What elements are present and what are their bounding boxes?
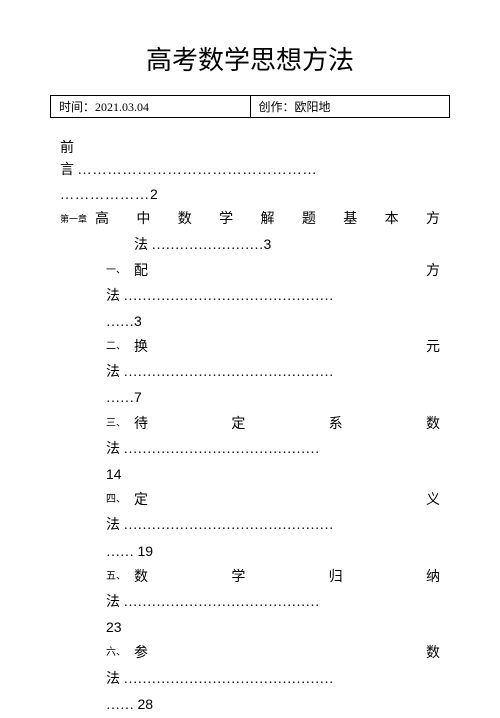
toc-item-line2: 法 ………………………………………	[60, 513, 440, 538]
toc-item-dots: ……	[106, 545, 138, 560]
toc-item-title: 数学归纳	[134, 565, 440, 590]
toc-item-line2-text: 法 ………………………………………	[106, 365, 334, 380]
toc-item-page: 14	[106, 466, 122, 482]
toc-item-page: 23	[106, 619, 122, 635]
toc-item-line1: 四、定义	[60, 488, 440, 513]
meta-time-cell: 时间：2021.03.04	[51, 96, 251, 118]
toc-item-label: 三、	[106, 412, 134, 437]
toc-item-title: 配方	[134, 259, 440, 284]
toc-item-label: 六、	[106, 641, 134, 666]
preface-dots1: …………………………………………	[78, 163, 318, 178]
toc-item-line2-text: 法 ………………………………………	[106, 672, 334, 687]
toc-item-title: 参数	[134, 641, 440, 666]
toc-item-dots: ……	[106, 391, 134, 406]
preface-dots2: ………………	[60, 188, 150, 203]
toc-item-line2-text: 法 ………………………………………	[106, 289, 334, 304]
toc-item: 四、定义法 ……………………………………… …… 19	[60, 488, 440, 565]
toc-item: 五、数学归纳法 …………………………………… 23	[60, 565, 440, 642]
toc-item-line1: 二、换元	[60, 335, 440, 360]
toc-item-line3: ……7	[60, 385, 440, 411]
toc-item: 二、换元法 ……………………………………… ……7	[60, 335, 440, 412]
toc-item-line3: ……3	[60, 309, 440, 335]
toc-item-page: 19	[138, 543, 154, 559]
meta-author-value: 欧阳地	[295, 100, 331, 114]
toc-item: 三、待定系数法 …………………………………… 14	[60, 412, 440, 489]
toc-item-line3: 14	[60, 462, 440, 488]
table-of-contents: 前 言 ………………………………………… ………………2 第一章 高中数学解题基…	[50, 138, 450, 718]
toc-item-page: 3	[134, 313, 142, 329]
chapter-page: 3	[264, 236, 272, 252]
toc-item-line2-text: 法 ………………………………………	[106, 518, 334, 533]
toc-item-label: 四、	[106, 488, 134, 513]
toc-items-container: 一、配方法 ……………………………………………3二、换元法 ……………………………	[60, 259, 440, 718]
toc-item-line3: …… 28	[60, 692, 440, 718]
document-title: 高考数学思想方法	[50, 40, 450, 77]
toc-item-page: 7	[134, 389, 142, 405]
toc-item-line1: 一、配方	[60, 259, 440, 284]
preface-char2: 言	[60, 163, 74, 178]
chapter-title-line2: 法 ……………………	[134, 238, 264, 253]
toc-item-line3: 23	[60, 615, 440, 641]
toc-item: 六、参数法 ……………………………………… …… 28	[60, 641, 440, 718]
toc-item-line2: 法 ………………………………………	[60, 667, 440, 692]
toc-item-line2: 法 ……………………………………	[60, 590, 440, 615]
chapter-label: 第一章	[60, 207, 95, 232]
toc-item-label: 五、	[106, 565, 134, 590]
toc-item-line1: 三、待定系数	[60, 412, 440, 437]
metadata-table: 时间：2021.03.04 创作：欧阳地	[50, 95, 450, 118]
toc-item-title: 定义	[134, 488, 440, 513]
toc-item-line2: 法 ………………………………………	[60, 360, 440, 385]
toc-item-line2-text: 法 ……………………………………	[106, 595, 320, 610]
toc-item-line2: 法 ………………………………………	[60, 284, 440, 309]
toc-item-page: 28	[138, 696, 154, 712]
toc-item-dots: ……	[106, 315, 134, 330]
meta-author-label: 创作：	[259, 100, 295, 114]
toc-item-label: 一、	[106, 259, 134, 284]
chapter-title: 高中数学解题基本方	[95, 207, 440, 232]
toc-item-line3: …… 19	[60, 539, 440, 565]
toc-item-line2: 法 ……………………………………	[60, 437, 440, 462]
preface-page: 2	[150, 186, 158, 202]
toc-item-line1: 六、参数	[60, 641, 440, 666]
toc-preface: 前 言 ………………………………………… ………………2	[60, 138, 440, 207]
meta-time-value: 2021.03.04	[95, 100, 149, 114]
toc-item: 一、配方法 ……………………………………… ……3	[60, 259, 440, 336]
preface-char1: 前	[60, 138, 440, 160]
toc-item-line2-text: 法 ……………………………………	[106, 442, 320, 457]
toc-item-title: 待定系数	[134, 412, 440, 437]
meta-time-label: 时间：	[59, 100, 95, 114]
toc-item-dots: ……	[106, 698, 138, 713]
toc-chapter-1: 第一章 高中数学解题基本方 法 ……………………3	[60, 207, 440, 258]
toc-item-line1: 五、数学归纳	[60, 565, 440, 590]
meta-author-cell: 创作：欧阳地	[250, 96, 450, 118]
toc-item-title: 换元	[134, 335, 440, 360]
toc-item-label: 二、	[106, 335, 134, 360]
